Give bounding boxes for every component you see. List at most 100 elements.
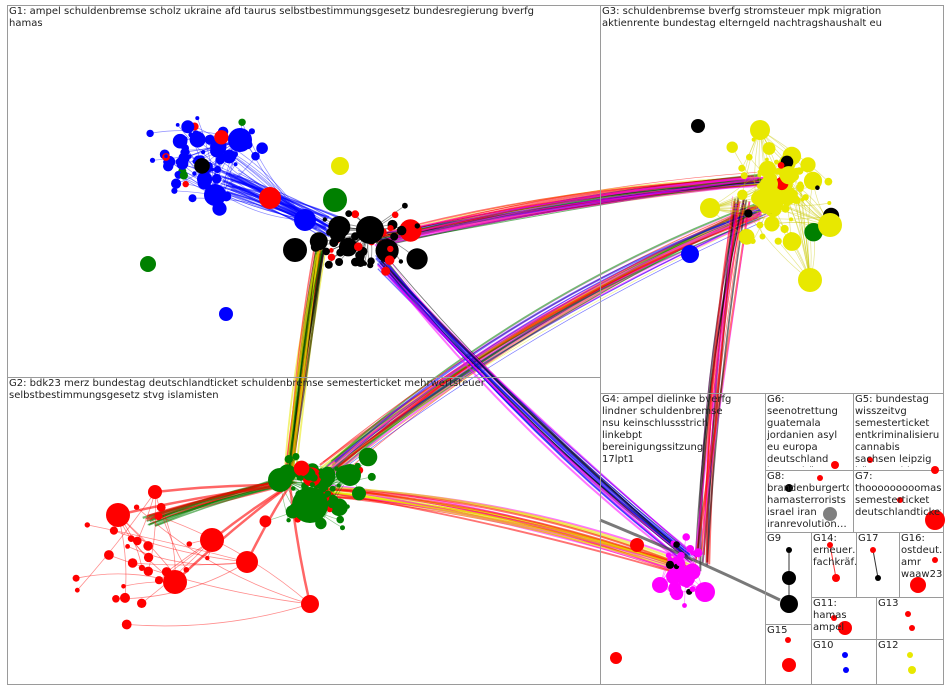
g2-node[interactable]	[336, 483, 341, 488]
g2-red-node[interactable]	[84, 522, 91, 528]
g2-node[interactable]	[298, 475, 304, 481]
g13-node[interactable]	[905, 611, 911, 617]
g2-red-hub-node[interactable]	[200, 528, 224, 552]
g4-node[interactable]	[673, 541, 680, 548]
g1-black-node[interactable]	[406, 248, 428, 270]
g3-node[interactable]	[827, 201, 832, 205]
g2-node[interactable]	[286, 518, 291, 523]
g1-green-node[interactable]	[323, 188, 347, 212]
g4-node[interactable]	[682, 603, 687, 608]
g1-node[interactable]	[149, 157, 156, 163]
g2-red-node[interactable]	[104, 550, 114, 560]
g2-red-node[interactable]	[154, 512, 163, 521]
g3-hub-node[interactable]	[756, 186, 784, 214]
g1-blue-node[interactable]	[219, 307, 233, 321]
g1-black-node[interactable]	[414, 223, 420, 229]
g3-node[interactable]	[782, 232, 802, 251]
g1-black-hub-node[interactable]	[283, 238, 307, 262]
g1-node[interactable]	[206, 136, 215, 145]
g10-node[interactable]	[843, 667, 849, 673]
g1-node[interactable]	[222, 149, 237, 164]
g6-node[interactable]	[817, 475, 823, 481]
g1-node[interactable]	[179, 171, 188, 180]
g2-red-hub-node[interactable]	[148, 485, 162, 499]
g2-node[interactable]	[329, 485, 336, 492]
g3-node[interactable]	[757, 173, 762, 178]
g4-node[interactable]	[690, 550, 696, 556]
g1-node[interactable]	[188, 194, 197, 203]
g4-node[interactable]	[693, 548, 703, 558]
g4-hub-node[interactable]	[677, 569, 695, 587]
g3-node[interactable]	[774, 159, 780, 165]
g3-node[interactable]	[796, 183, 802, 190]
g9-node[interactable]	[780, 595, 798, 613]
g1-hub-node[interactable]	[294, 209, 316, 231]
g3-node[interactable]	[815, 185, 820, 190]
g1-black-node[interactable]	[396, 225, 407, 236]
g1-green-node[interactable]	[140, 256, 156, 272]
g3-node[interactable]	[744, 209, 753, 218]
g3-node[interactable]	[764, 216, 780, 232]
g2-node[interactable]	[336, 515, 345, 524]
g2-hub-node[interactable]	[268, 468, 292, 492]
g1-black-node[interactable]	[327, 253, 336, 261]
g3-node[interactable]	[783, 199, 791, 207]
g3-hub-node[interactable]	[818, 213, 842, 237]
g8-node[interactable]	[823, 507, 837, 521]
g1-black-node[interactable]	[354, 242, 363, 251]
g10-node[interactable]	[842, 652, 848, 658]
g1-black-node[interactable]	[402, 202, 408, 209]
g1-node[interactable]	[210, 144, 223, 158]
g8-node[interactable]	[785, 484, 793, 492]
g2-red-node[interactable]	[138, 564, 145, 572]
g4-node[interactable]	[670, 587, 684, 601]
g1-node[interactable]	[146, 129, 154, 138]
g3-node[interactable]	[746, 153, 753, 161]
g2-red-hub-node[interactable]	[106, 503, 130, 527]
g2-node[interactable]	[291, 486, 296, 491]
g4-node[interactable]	[665, 560, 675, 569]
g3-node[interactable]	[759, 233, 766, 240]
g1-hub-node[interactable]	[204, 184, 226, 206]
g3-node[interactable]	[777, 162, 785, 169]
g3-node[interactable]	[726, 141, 738, 153]
g3-node[interactable]	[807, 185, 812, 189]
g7-node[interactable]	[925, 510, 945, 530]
g2-red-node[interactable]	[127, 558, 138, 568]
g1-black-node[interactable]	[367, 262, 374, 269]
g1-black-node[interactable]	[384, 255, 395, 265]
g5-node[interactable]	[931, 466, 939, 474]
g2-node[interactable]	[367, 472, 376, 481]
g2-node[interactable]	[309, 482, 315, 488]
g2-red-node[interactable]	[205, 555, 210, 561]
g17-node[interactable]	[870, 547, 876, 553]
g3-hub-node[interactable]	[750, 120, 770, 140]
g1-black-node[interactable]	[322, 247, 331, 256]
g1-node[interactable]	[195, 116, 200, 121]
g1-node[interactable]	[189, 131, 206, 148]
g3-node[interactable]	[789, 217, 794, 222]
g15-node[interactable]	[782, 658, 796, 672]
g4-red-node[interactable]	[610, 652, 622, 664]
g2-red-node[interactable]	[186, 541, 193, 547]
g3-node[interactable]	[795, 199, 801, 204]
g2-red-node[interactable]	[133, 504, 140, 510]
g2-red-hub-node[interactable]	[163, 570, 187, 594]
g3-node[interactable]	[740, 172, 748, 180]
g11-node[interactable]	[838, 621, 852, 635]
g1-black-hub-node[interactable]	[356, 216, 384, 244]
g1-black-node[interactable]	[381, 266, 391, 276]
g2-node[interactable]	[352, 486, 366, 501]
g1-black-node[interactable]	[351, 210, 360, 219]
g1-black-node[interactable]	[345, 210, 353, 218]
g1-black-node[interactable]	[336, 248, 345, 257]
g3-node[interactable]	[793, 167, 800, 175]
g1-node[interactable]	[251, 151, 260, 161]
g2-node[interactable]	[326, 506, 333, 513]
g1-node[interactable]	[214, 130, 229, 145]
g4-node[interactable]	[676, 558, 684, 567]
g2-red-node[interactable]	[112, 595, 120, 603]
g2-red-node[interactable]	[121, 619, 132, 630]
g2-red-node[interactable]	[127, 535, 135, 542]
g1-black-node[interactable]	[398, 259, 404, 264]
